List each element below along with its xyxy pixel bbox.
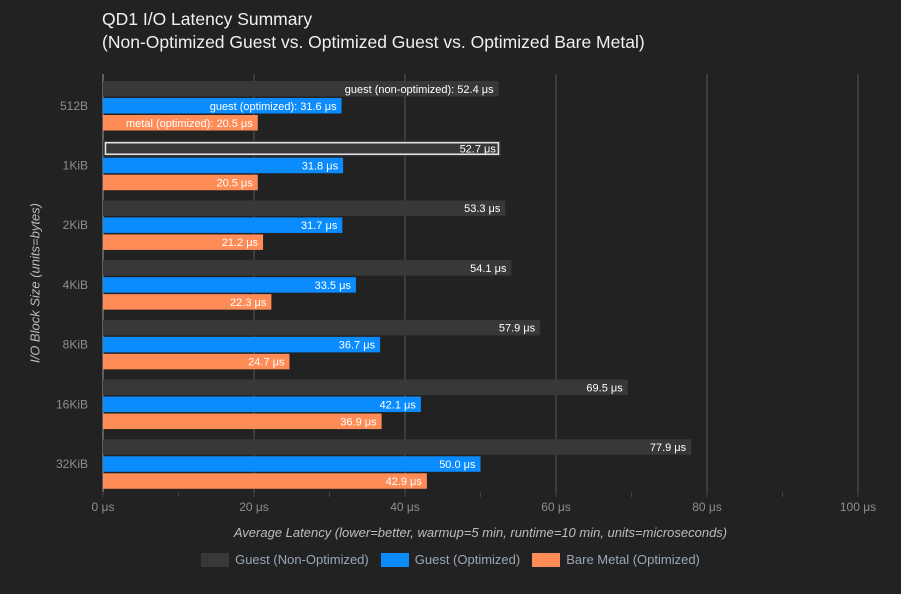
bar-value-label: guest (optimized): 31.6 μs: [210, 101, 337, 113]
bar-value-label: 54.1 μs: [470, 263, 507, 275]
bar: [103, 260, 512, 276]
y-tick-label: 16KiB: [56, 397, 88, 411]
x-tick-label: 60 μs: [541, 500, 571, 514]
bar-value-label: 69.5 μs: [586, 382, 623, 394]
bar-value-label: 53.3 μs: [464, 203, 501, 215]
y-tick-label: 8KiB: [63, 338, 88, 352]
bar-value-label: 50.0 μs: [439, 459, 476, 471]
chart-title: QD1 I/O Latency Summary (Non-Optimized G…: [102, 8, 645, 54]
bar: [103, 98, 342, 114]
bar: [103, 234, 264, 250]
chart-title-line-2: (Non-Optimized Guest vs. Optimized Guest…: [102, 32, 645, 52]
legend-item-guest-optimized[interactable]: Guest (Optimized): [380, 552, 521, 567]
x-tick-label: 0 μs: [92, 500, 115, 514]
bar: [103, 379, 628, 396]
legend-swatch: [380, 552, 409, 567]
legend-swatch: [532, 552, 561, 567]
bar: [103, 456, 481, 472]
bar: [103, 473, 427, 489]
bar-highlight-outline: [104, 141, 500, 155]
legend-swatch: [201, 552, 230, 567]
y-tick-label: 4KiB: [63, 278, 88, 292]
bar-value-label: 57.9 μs: [499, 323, 536, 335]
bar-value-label: 31.7 μs: [301, 220, 338, 232]
bar-value-label: 33.5 μs: [315, 280, 352, 292]
bar-value-label: 24.7 μs: [248, 357, 285, 369]
bar: [103, 413, 382, 430]
chart-title-line-1: QD1 I/O Latency Summary: [102, 9, 313, 29]
bar: [103, 353, 290, 370]
bar: [103, 140, 501, 157]
legend-item-guest-non-optimized[interactable]: Guest (Non-Optimized): [201, 552, 369, 567]
bar: [103, 157, 344, 174]
bar: [103, 294, 272, 310]
y-axis-label: I/O Block Size (units=bytes): [27, 202, 43, 364]
bar-value-label: 42.9 μs: [386, 476, 423, 488]
bar-value-label: 36.7 μs: [339, 340, 376, 352]
bar-value-label: 42.1 μs: [380, 399, 417, 411]
x-tick-label: 40 μs: [390, 500, 420, 514]
bar-value-label: 36.9 μs: [340, 416, 377, 428]
bar: [103, 81, 499, 97]
bar: [103, 336, 381, 353]
y-tick-label: 1KiB: [63, 158, 88, 172]
bar: [103, 277, 356, 293]
legend-label: Guest (Optimized): [414, 552, 521, 567]
y-tick-label: 2KiB: [63, 218, 88, 232]
bar: [103, 115, 258, 131]
bar: [103, 200, 506, 216]
bar-value-label: guest (non-optimized): 52.4 μs: [345, 84, 494, 96]
bar: [103, 174, 258, 191]
bar-value-label: 77.9 μs: [650, 442, 687, 454]
x-axis-label: Average Latency (lower=better, warmup=5 …: [233, 525, 728, 540]
bar-value-label: 52.7 μs: [460, 143, 497, 155]
x-tick-label: 80 μs: [692, 500, 722, 514]
bar: [103, 319, 541, 336]
legend: Guest (Non-Optimized) Guest (Optimized) …: [0, 552, 901, 567]
bar: [103, 217, 343, 233]
bar-value-label: 22.3 μs: [230, 297, 267, 309]
bar-value-label: 21.2 μs: [222, 237, 259, 249]
y-tick-label: 32KiB: [56, 457, 88, 471]
y-tick-label: 512B: [60, 99, 88, 113]
legend-label: Bare Metal (Optimized): [566, 552, 700, 567]
bar-value-label: 20.5 μs: [216, 177, 253, 189]
bar: [103, 396, 421, 413]
x-tick-label: 20 μs: [239, 500, 269, 514]
legend-label: Guest (Non-Optimized): [235, 552, 369, 567]
legend-item-bare-metal-optimized[interactable]: Bare Metal (Optimized): [532, 552, 700, 567]
bar: [103, 439, 692, 455]
x-tick-label: 100 μs: [840, 500, 876, 514]
bar-value-label: 31.8 μs: [302, 160, 339, 172]
bar-value-label: metal (optimized): 20.5 μs: [126, 118, 253, 130]
